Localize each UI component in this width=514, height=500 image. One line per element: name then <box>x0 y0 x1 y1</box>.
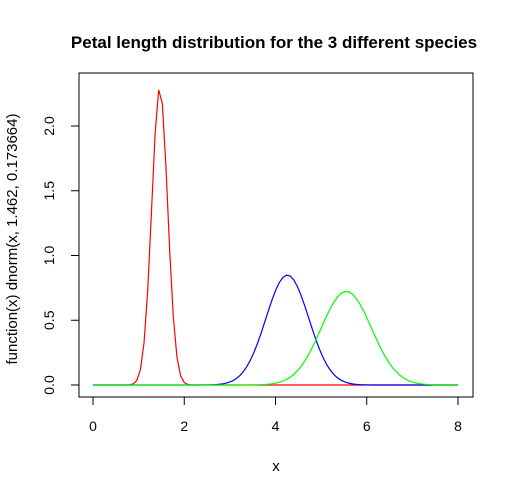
y-tick-label: 1.0 <box>41 246 57 266</box>
x-axis-title: x <box>272 458 280 475</box>
x-tick-label: 4 <box>272 418 280 434</box>
density-curve-1 <box>93 89 458 386</box>
chart-title: Petal length distribution for the 3 diff… <box>71 33 477 52</box>
y-tick-label: 0.5 <box>41 310 57 330</box>
x-tick-label: 2 <box>180 418 188 434</box>
density-curve-3 <box>93 290 458 386</box>
y-axis: 0.0 0.5 1.0 1.5 2.0 <box>41 116 80 395</box>
x-tick-label: 8 <box>454 418 462 434</box>
y-tick-label: 2.0 <box>41 116 57 136</box>
y-tick-label: 0.0 <box>41 375 57 395</box>
x-tick-label: 6 <box>363 418 371 434</box>
y-axis-title: function(x) dnorm(x, 1.462, 0.173664) <box>4 114 21 365</box>
series-layer <box>93 89 458 386</box>
x-tick-label: 0 <box>89 418 97 434</box>
y-tick-label: 1.5 <box>41 181 57 201</box>
plot-frame <box>78 72 474 398</box>
x-axis: 0 2 4 6 8 <box>89 396 462 434</box>
